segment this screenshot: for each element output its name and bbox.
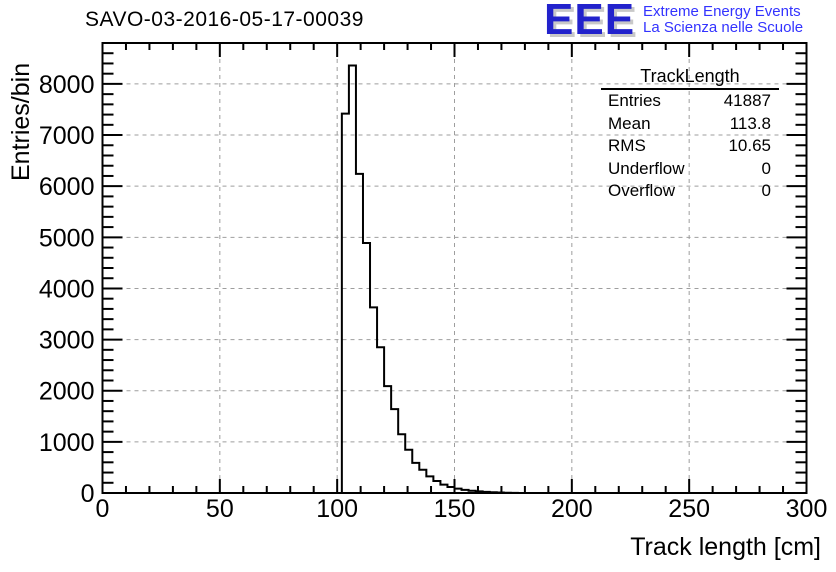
x-tick-label: 250 xyxy=(668,495,710,523)
y-tick-label: 8000 xyxy=(39,71,95,99)
stats-row-entries: Entries 41887 xyxy=(601,90,779,113)
y-tick-label: 2000 xyxy=(39,378,95,406)
stats-box: TrackLength Entries 41887 Mean 113.8 RMS… xyxy=(601,66,779,203)
stats-row-underflow: Underflow 0 xyxy=(601,158,779,181)
stats-row-mean: Mean 113.8 xyxy=(601,113,779,136)
stats-box-title: TrackLength xyxy=(601,66,779,90)
stats-label: Overflow xyxy=(608,181,676,201)
stats-label: Underflow xyxy=(608,158,685,178)
y-tick-label: 5000 xyxy=(39,224,95,252)
y-tick-label: 6000 xyxy=(39,173,95,201)
y-tick-label: 4000 xyxy=(39,275,95,303)
stats-value: 0 xyxy=(761,181,771,201)
y-tick-label: 3000 xyxy=(39,327,95,355)
eee-logo-line1: Extreme Energy Events xyxy=(643,3,801,20)
eee-logo-line2: La Scienza nelle Scuole xyxy=(643,19,804,36)
x-tick-label: 150 xyxy=(434,495,476,523)
x-tick-label: 50 xyxy=(206,495,234,523)
stats-row-rms: RMS 10.65 xyxy=(601,135,779,158)
stats-row-overflow: Overflow 0 xyxy=(601,180,779,203)
x-axis-title: Track length [cm] xyxy=(630,533,821,561)
eee-logo-text: Extreme Energy Events La Scienza nelle S… xyxy=(643,4,803,36)
stats-label: Mean xyxy=(608,113,651,133)
eee-logo: EEE Extreme Energy Events La Scienza nel… xyxy=(544,0,803,44)
plot-title: SAVO-03-2016-05-17-00039 xyxy=(85,8,364,31)
stats-value: 0 xyxy=(761,158,771,178)
y-tick-label: 7000 xyxy=(39,122,95,150)
x-tick-label: 300 xyxy=(786,495,828,523)
x-tick-label: 0 xyxy=(96,495,110,523)
histogram-line xyxy=(340,64,519,494)
stats-value: 41887 xyxy=(723,91,771,110)
eee-logo-letters: EEE xyxy=(544,0,636,44)
stats-value: 10.65 xyxy=(728,136,771,156)
y-tick-label: 0 xyxy=(81,480,95,508)
y-axis-title: Entries/bin xyxy=(7,62,35,181)
y-tick-label: 1000 xyxy=(39,429,95,457)
x-tick-label: 200 xyxy=(551,495,593,523)
x-tick-label: 100 xyxy=(316,495,358,523)
stats-label: RMS xyxy=(608,136,646,156)
stats-value: 113.8 xyxy=(729,113,771,133)
stats-label: Entries xyxy=(608,91,661,110)
